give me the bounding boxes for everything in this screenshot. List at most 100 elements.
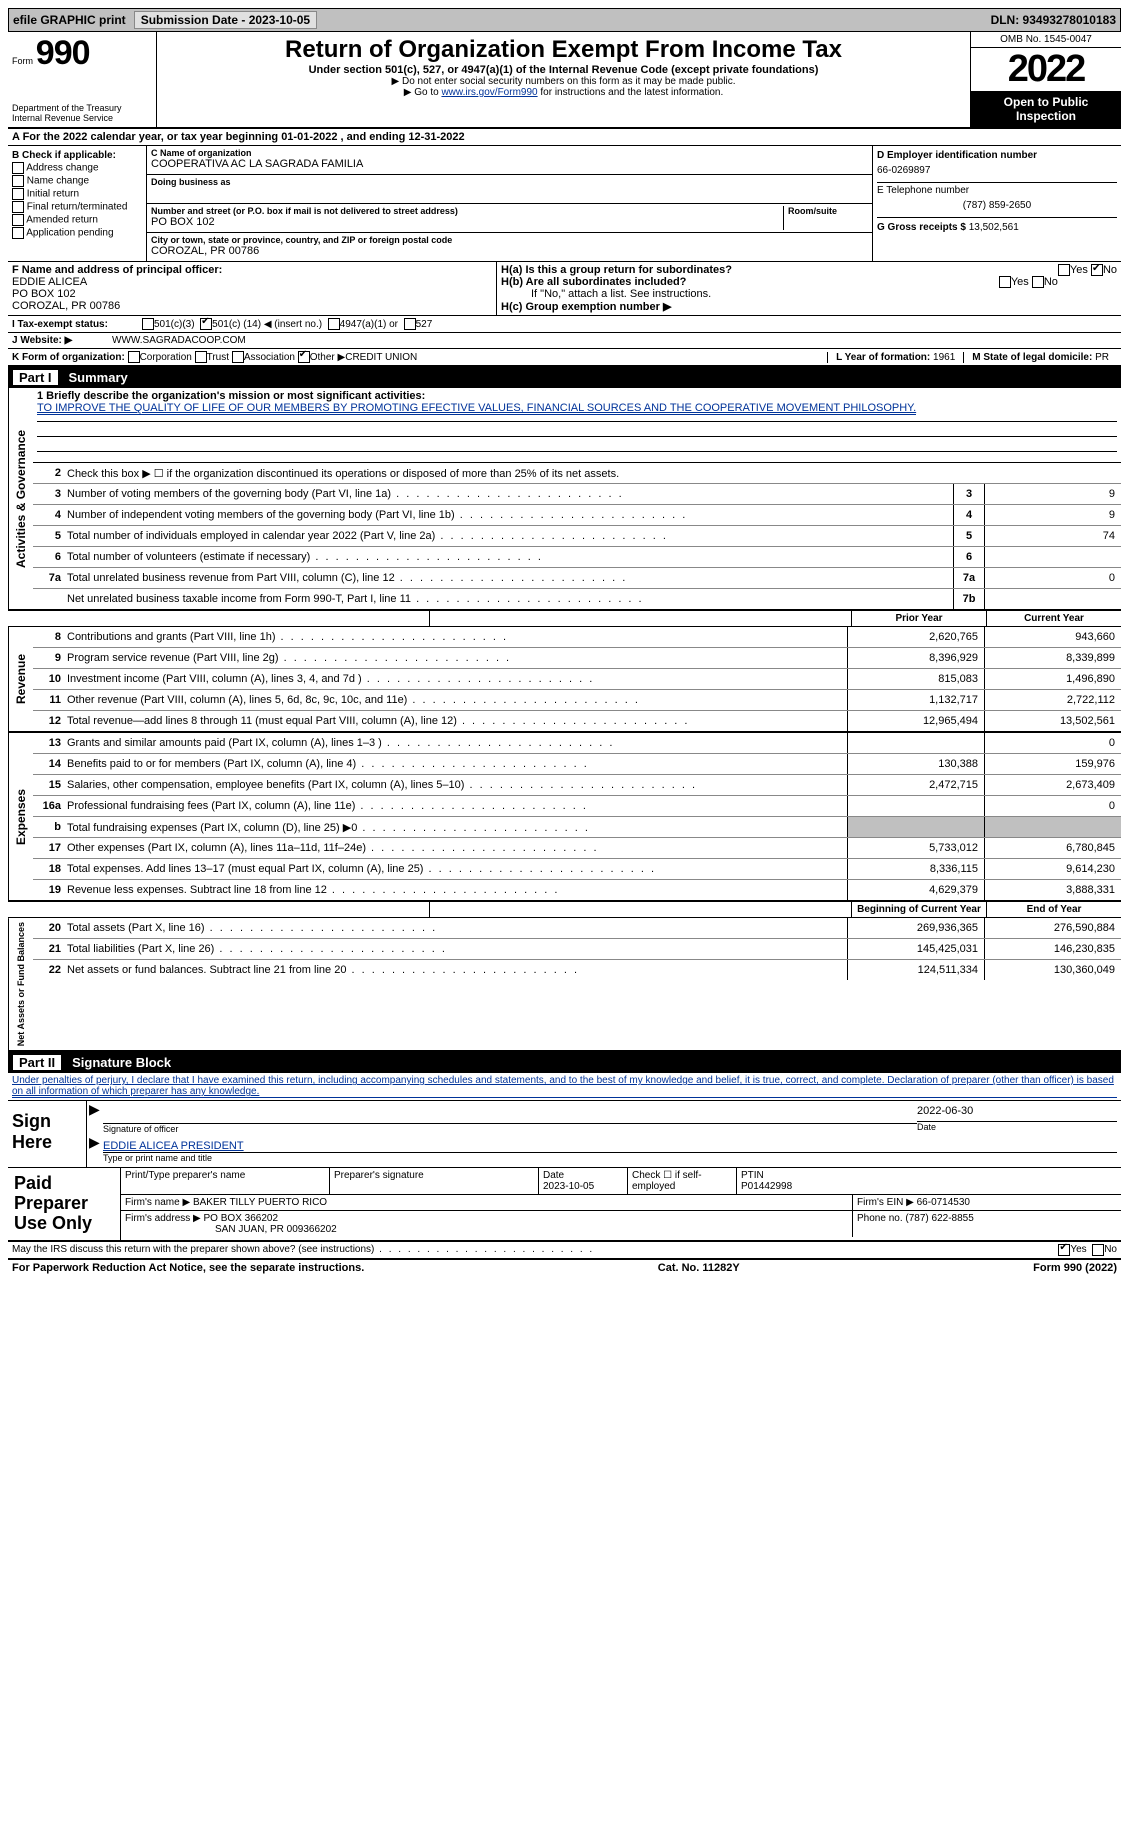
lbl-501c-pre: 501(c) ( [212,319,246,330]
line-value [985,547,1121,567]
prior-value: 815,083 [847,669,984,689]
cb-corporation[interactable] [128,351,140,363]
summary-line: 17 Other expenses (Part IX, column (A), … [33,838,1121,859]
line-text: Other revenue (Part VIII, column (A), li… [67,692,847,708]
summary-line: 20 Total assets (Part X, line 16) 269,93… [33,918,1121,939]
revenue-vlabel: Revenue [8,627,33,731]
prior-value: 145,425,031 [847,939,984,959]
hc-row: H(c) Group exemption number ▶ [501,300,1117,313]
line-box: 6 [953,547,985,567]
line-text: Grants and similar amounts paid (Part IX… [67,735,847,751]
dba-cell: Doing business as [147,175,872,204]
ha-row: H(a) Is this a group return for subordin… [501,264,1117,276]
hb-yes-cb[interactable] [999,276,1011,288]
cb-501c3[interactable] [142,318,154,330]
dln-label: DLN: 93493278010183 [991,13,1116,27]
discuss-yes-cb[interactable] [1058,1244,1070,1256]
f-label: F Name and address of principal officer: [12,264,222,276]
gross-receipts-value: 13,502,561 [969,222,1019,233]
ha-yes-cb[interactable] [1058,264,1070,276]
i-label: I Tax-exempt status: [12,319,142,330]
cb-address-change[interactable]: Address change [12,162,142,174]
cb-association[interactable] [232,351,244,363]
summary-line: 19 Revenue less expenses. Subtract line … [33,880,1121,900]
ptin-label: PTIN [741,1170,764,1181]
hb-label: H(b) Are all subordinates included? [501,276,686,288]
expenses-content: 13 Grants and similar amounts paid (Part… [33,733,1121,900]
phone-value: (787) 622-8855 [905,1213,973,1224]
summary-line: 18 Total expenses. Add lines 13–17 (must… [33,859,1121,880]
line-num: 9 [33,652,67,664]
line-value: 74 [985,526,1121,546]
summary-line: Net unrelated business taxable income fr… [33,589,1121,609]
cb-final-return[interactable]: Final return/terminated [12,201,142,213]
l-cell: L Year of formation: 1961 [827,352,963,363]
cb-4947[interactable] [328,318,340,330]
cb-amended-return[interactable]: Amended return [12,214,142,226]
netassets-block: Net Assets or Fund Balances 20 Total ass… [8,918,1121,1052]
line-text: Number of independent voting members of … [67,507,953,523]
mission-text[interactable]: TO IMPROVE THE QUALITY OF LIFE OF OUR ME… [37,402,916,415]
summary-line: 21 Total liabilities (Part X, line 26) 1… [33,939,1121,960]
ha-yes-label: Yes [1070,264,1088,276]
line-num: 11 [33,694,67,706]
part-2-title: Signature Block [72,1055,171,1070]
end-year-header: End of Year [986,902,1121,917]
firm-phone-cell: Phone no. (787) 622-8855 [853,1211,1121,1237]
prior-value: 2,472,715 [847,775,984,795]
lbl-corporation: Corporation [140,352,192,363]
line-num: 5 [33,530,67,542]
prior-value [847,796,984,816]
address-cell: Number and street (or P.O. box if mail i… [147,204,872,233]
hb-yes-label: Yes [1011,276,1029,288]
ha-label: H(a) Is this a group return for subordin… [501,264,732,276]
footer-right: Form 990 (2022) [1033,1262,1117,1274]
prior-value: 130,388 [847,754,984,774]
org-name-cell: C Name of organization COOPERATIVA AC LA… [147,146,872,175]
cb-trust[interactable] [195,351,207,363]
officer-name[interactable]: EDDIE ALICEA PRESIDENT [103,1140,244,1152]
ha-no-cb[interactable] [1091,264,1103,276]
irs-link[interactable]: www.irs.gov/Form990 [441,87,537,98]
hb-no-cb[interactable] [1032,276,1044,288]
address-value: PO BOX 102 [151,216,783,228]
row-a-calendar-year: A For the 2022 calendar year, or tax yea… [8,129,1121,146]
other-value: CREDIT UNION [345,352,417,363]
gross-receipts-cell: G Gross receipts $ 13,502,561 [877,218,1117,237]
cb-initial-return[interactable]: Initial return [12,188,142,200]
summary-line: 4 Number of independent voting members o… [33,505,1121,526]
current-value: 6,780,845 [984,838,1121,858]
prep-date-value: 2023-10-05 [543,1181,594,1192]
discuss-yes-label: Yes [1070,1244,1086,1255]
f-name: EDDIE ALICEA [12,276,87,288]
officer-sig-line[interactable]: ▶ [103,1107,917,1124]
cb-application-pending-label: Application pending [26,228,113,239]
address-label: Number and street (or P.O. box if mail i… [151,206,783,216]
cb-name-change[interactable]: Name change [12,175,142,187]
top-bar: efile GRAPHIC print Submission Date - 20… [8,8,1121,32]
cb-other[interactable] [298,351,310,363]
line-2-text: Check this box ▶ ☐ if the organization d… [67,465,1121,482]
line-text: Total number of volunteers (estimate if … [67,549,953,565]
open-inspection: Open to Public Inspection [971,91,1121,127]
prior-value: 8,396,929 [847,648,984,668]
line-num: 4 [33,509,67,521]
submission-date-button[interactable]: Submission Date - 2023-10-05 [134,11,317,29]
col-b-checkboxes: B Check if applicable: Address change Na… [8,146,147,261]
dba-label: Doing business as [151,177,868,187]
cb-501c[interactable] [200,318,212,330]
line-2: 2 Check this box ▶ ☐ if the organization… [33,463,1121,484]
cb-application-pending[interactable]: Application pending [12,227,142,239]
ha-no-label: No [1103,264,1117,276]
discuss-no-cb[interactable] [1092,1244,1104,1256]
prep-ptin-cell: PTIN P01442998 [737,1168,1121,1194]
hb-row: H(b) Are all subordinates included? Yes … [501,276,1117,288]
line-text: Total assets (Part X, line 16) [67,920,847,936]
current-value: 1,496,890 [984,669,1121,689]
penalties-link[interactable]: Under penalties of perjury, I declare th… [12,1075,1117,1098]
line-text: Total fundraising expenses (Part IX, col… [67,819,847,836]
cb-527[interactable] [404,318,416,330]
current-year-header: Current Year [986,611,1121,626]
penalties-text: Under penalties of perjury, I declare th… [8,1073,1121,1101]
line-box: 3 [953,484,985,504]
